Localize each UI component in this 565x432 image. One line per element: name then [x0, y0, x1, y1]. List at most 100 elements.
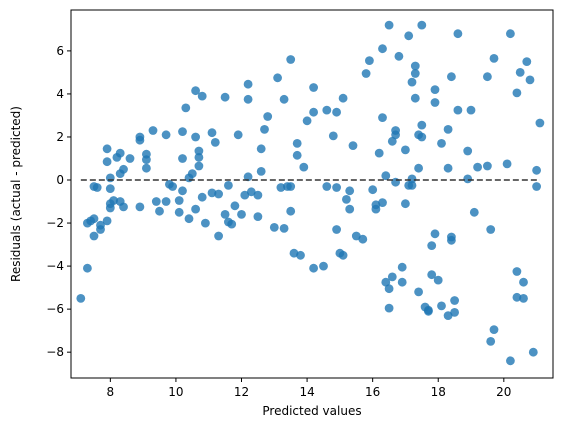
data-point: [243, 172, 253, 182]
data-point: [361, 69, 371, 78]
data-point: [332, 225, 341, 234]
data-point: [246, 187, 256, 197]
data-point: [220, 92, 230, 102]
data-point: [365, 56, 374, 65]
x-tick-label: 10: [168, 385, 183, 399]
data-point: [535, 118, 545, 128]
data-point: [302, 116, 312, 126]
data-point: [519, 277, 528, 287]
data-point: [230, 201, 240, 211]
data-point: [178, 127, 187, 136]
data-point: [378, 113, 387, 122]
data-point: [483, 72, 492, 82]
data-point: [430, 85, 440, 94]
data-point: [253, 190, 263, 200]
data-point: [109, 196, 118, 205]
data-point: [191, 132, 201, 142]
data-point: [433, 275, 443, 285]
data-point: [322, 182, 332, 191]
data-point: [155, 206, 164, 216]
data-point: [292, 139, 302, 148]
data-point: [322, 105, 332, 115]
data-point: [233, 130, 243, 140]
data-point: [197, 192, 207, 202]
data-point: [240, 190, 250, 200]
data-point: [243, 79, 253, 89]
y-tick-label: 0: [56, 173, 64, 187]
data-point: [197, 91, 207, 101]
data-point: [348, 141, 358, 151]
data-point: [512, 88, 522, 98]
data-point: [391, 126, 400, 135]
data-point: [378, 44, 387, 54]
y-tick-label: 6: [56, 44, 64, 58]
data-point: [168, 182, 178, 191]
x-tick-label: 14: [299, 385, 314, 399]
data-point: [102, 144, 112, 154]
data-point: [256, 167, 266, 176]
data-point: [309, 107, 318, 117]
x-axis-label: Predicted values: [262, 404, 361, 418]
data-point: [279, 224, 289, 233]
y-tick-label: 4: [56, 87, 64, 101]
data-point: [453, 105, 463, 115]
data-point: [463, 174, 473, 184]
y-tick-label: −6: [46, 302, 64, 316]
data-point: [417, 20, 427, 30]
x-tick-label: 16: [365, 385, 380, 399]
data-point: [469, 207, 479, 217]
data-point: [437, 139, 446, 148]
data-point: [384, 20, 394, 30]
data-point: [269, 223, 279, 232]
scatter-points: [76, 20, 545, 366]
data-point: [105, 203, 115, 213]
data-point: [332, 183, 341, 192]
data-point: [181, 103, 191, 113]
y-tick-label: −4: [46, 259, 64, 273]
data-point: [414, 163, 423, 173]
data-point: [410, 69, 420, 78]
data-point: [89, 231, 99, 241]
x-tick-label: 12: [234, 385, 249, 399]
data-point: [371, 204, 381, 214]
data-point: [489, 325, 499, 334]
data-point: [279, 94, 289, 104]
data-point: [273, 73, 282, 83]
y-tick-label: −8: [46, 345, 64, 359]
data-point: [227, 219, 237, 229]
data-point: [142, 163, 151, 173]
data-point: [463, 146, 473, 156]
data-point: [292, 150, 302, 160]
data-point: [148, 126, 158, 135]
data-point: [387, 136, 397, 146]
data-point: [135, 135, 145, 145]
data-point: [194, 153, 204, 162]
data-point: [483, 161, 492, 171]
data-point: [407, 174, 417, 184]
data-point: [381, 171, 391, 181]
data-point: [443, 124, 453, 134]
data-point: [309, 83, 318, 92]
data-point: [394, 51, 404, 61]
data-point: [161, 197, 171, 206]
data-point: [237, 210, 246, 219]
data-point: [174, 196, 184, 205]
data-point: [178, 154, 187, 163]
data-point: [184, 214, 194, 224]
data-point: [342, 195, 351, 204]
data-point: [328, 131, 338, 141]
data-point: [358, 234, 368, 244]
data-point: [397, 277, 407, 287]
x-axis-ticks: 8 10 12 14 16 18 20: [107, 378, 511, 399]
y-axis-ticks: −8 −6 −4 −2 0 2 4 6: [46, 44, 71, 359]
data-point: [135, 202, 145, 212]
data-point: [207, 128, 217, 138]
data-point: [532, 165, 541, 175]
x-tick-label: 20: [496, 385, 511, 399]
data-point: [161, 130, 171, 140]
data-point: [443, 311, 453, 320]
data-point: [430, 98, 440, 107]
data-point: [194, 161, 204, 171]
data-point: [447, 72, 456, 82]
data-point: [243, 94, 253, 104]
